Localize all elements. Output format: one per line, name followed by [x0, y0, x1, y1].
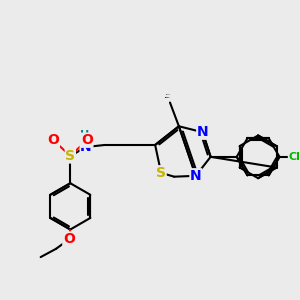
Text: methyl: methyl — [164, 97, 169, 98]
Text: H: H — [80, 130, 89, 140]
Text: Cl: Cl — [288, 152, 300, 162]
Text: O: O — [47, 133, 59, 147]
Text: N: N — [197, 125, 208, 139]
Text: S: S — [65, 149, 75, 163]
Text: S: S — [156, 166, 166, 180]
Text: O: O — [81, 133, 93, 147]
Text: N: N — [190, 169, 202, 183]
Text: O: O — [63, 232, 75, 246]
Text: N: N — [80, 140, 92, 154]
Text: methyl: methyl — [166, 94, 171, 95]
